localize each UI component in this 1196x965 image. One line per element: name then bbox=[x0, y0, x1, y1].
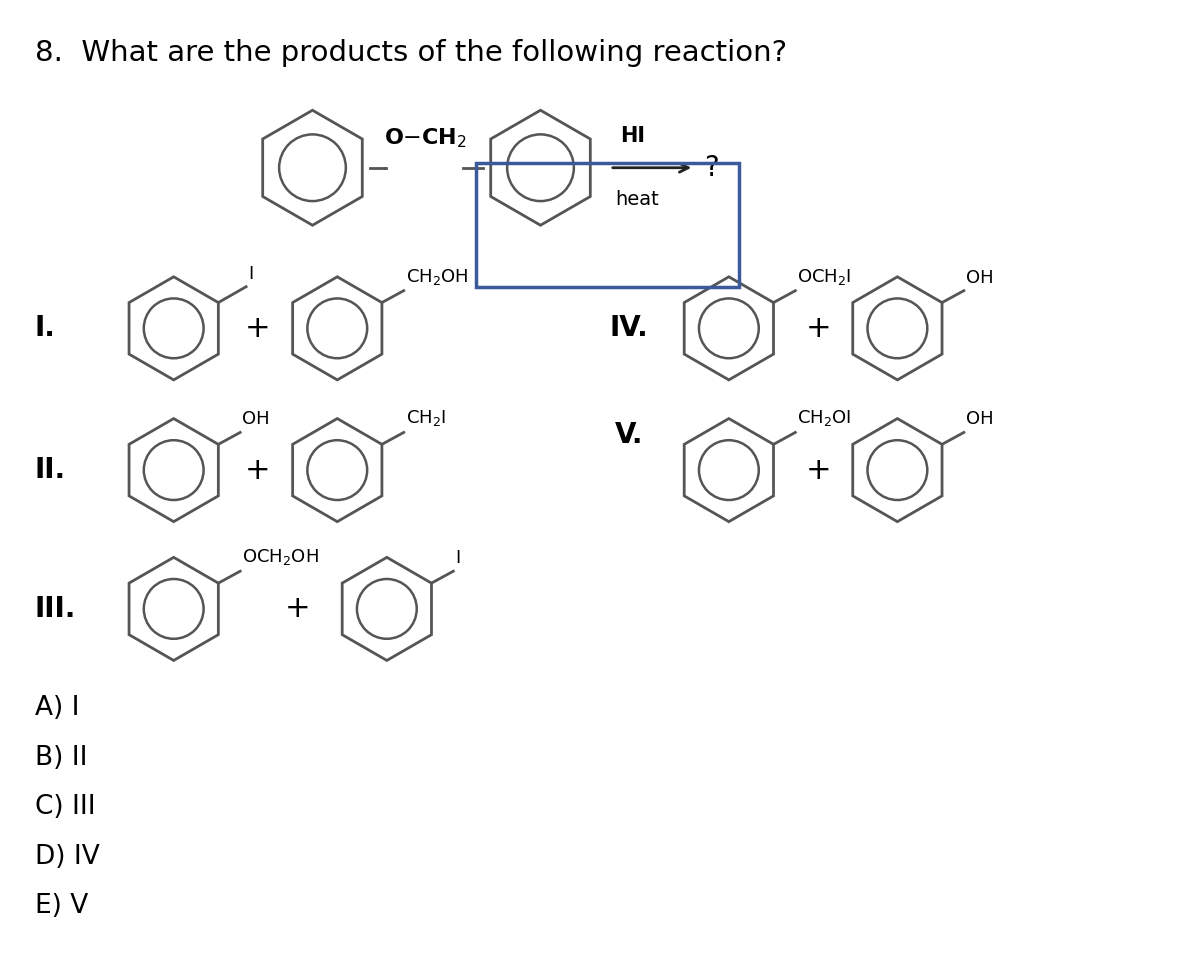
Text: IV.: IV. bbox=[610, 315, 648, 343]
Text: I: I bbox=[248, 264, 254, 283]
Text: C) III: C) III bbox=[35, 794, 96, 820]
Text: III.: III. bbox=[35, 594, 77, 622]
Text: OH: OH bbox=[242, 410, 270, 428]
Text: CH$_2$OH: CH$_2$OH bbox=[405, 266, 469, 287]
Text: +: + bbox=[285, 594, 311, 623]
Text: +: + bbox=[245, 314, 270, 343]
Text: I.: I. bbox=[35, 315, 56, 343]
Bar bbox=[476, 163, 739, 287]
Text: CH$_2$OI: CH$_2$OI bbox=[798, 408, 852, 428]
Text: 8.  What are the products of the following reaction?: 8. What are the products of the followin… bbox=[35, 39, 787, 67]
Text: II.: II. bbox=[35, 456, 66, 484]
Text: CH$_2$I: CH$_2$I bbox=[405, 408, 446, 428]
Text: +: + bbox=[245, 455, 270, 484]
Text: OH: OH bbox=[966, 268, 994, 287]
Text: I: I bbox=[456, 549, 460, 567]
Text: V.: V. bbox=[615, 422, 643, 450]
Text: E) V: E) V bbox=[35, 894, 89, 920]
Text: A) I: A) I bbox=[35, 695, 79, 721]
Text: B) II: B) II bbox=[35, 745, 87, 771]
Text: D) IV: D) IV bbox=[35, 843, 99, 869]
Text: O$-$CH$_2$: O$-$CH$_2$ bbox=[384, 126, 466, 150]
Text: OCH$_2$I: OCH$_2$I bbox=[798, 266, 852, 287]
Text: +: + bbox=[805, 455, 831, 484]
Text: OCH$_2$OH: OCH$_2$OH bbox=[242, 547, 319, 567]
Text: heat: heat bbox=[615, 189, 659, 208]
Text: +: + bbox=[805, 314, 831, 343]
Text: OH: OH bbox=[966, 410, 994, 428]
Text: ?: ? bbox=[704, 153, 719, 181]
Text: HI: HI bbox=[620, 125, 645, 146]
